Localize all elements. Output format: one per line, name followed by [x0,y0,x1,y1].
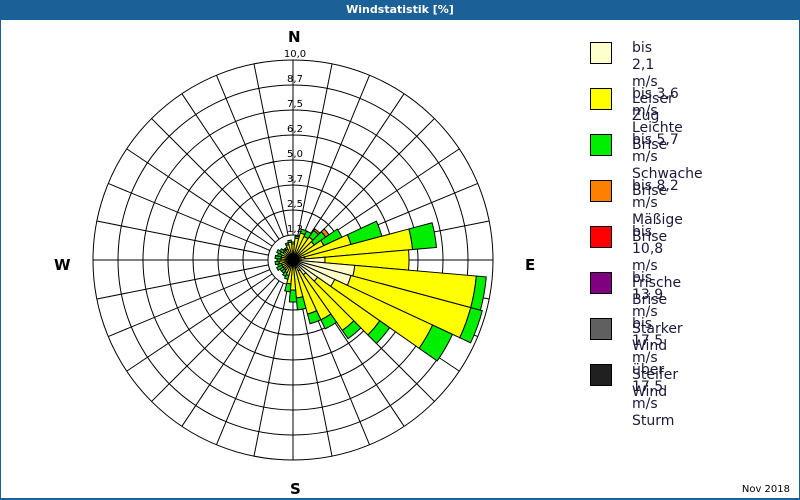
rose-segment [320,313,338,330]
frame-bottom-border [0,498,800,500]
rose-segment [279,247,286,254]
legend-speed: bis 17,5 m/s [632,316,664,366]
legend-speed: bis 10,8 m/s [632,224,664,274]
rose-segment [274,254,283,260]
svg-text:1,2: 1,2 [287,224,303,235]
svg-text:7,5: 7,5 [287,99,303,110]
svg-text:2,5: 2,5 [287,199,303,210]
legend-swatch [590,180,612,202]
rose-segment [367,320,391,345]
rose-segment [276,248,283,255]
date-label: Nov 2018 [741,484,790,495]
rose-segment [274,260,281,266]
rose-segment [287,239,292,244]
rose-segment [306,310,322,325]
compass-north: N [288,28,301,46]
svg-text:6,2: 6,2 [287,124,303,135]
legend-label: Frische Brise [632,275,682,308]
legend-label: Sturm [632,413,675,429]
rose-segment [288,289,298,303]
legend-swatch [590,42,612,64]
legend-swatch [590,226,612,248]
svg-text:5,0: 5,0 [287,149,303,160]
legend-label: Schwache Brise [632,166,703,199]
legend-label: Starker Wind [632,321,683,354]
rose-segment [341,320,362,340]
legend-speed: über 17,5 m/s [632,362,665,412]
center-hub [288,255,298,265]
compass-south: S [290,480,301,498]
legend-swatch [590,134,612,156]
legend-label: Steifer Wind [632,367,679,400]
legend-swatch [590,318,612,340]
legend-label: Leichte Brise [632,120,683,153]
wind-rose-bars [274,220,487,362]
legend-swatch [590,364,612,386]
legend-speed: bis 13,9 m/s [632,270,664,320]
rose-segment [284,282,292,293]
rose-segment [276,264,284,272]
svg-text:10,0: 10,0 [284,49,306,60]
legend-swatch [590,272,612,294]
legend-speed: bis 5,7 m/s [632,132,679,165]
polar-grid [92,59,494,461]
chart-title: Windstatistik [%] [0,0,800,20]
rose-segment [283,273,290,280]
svg-text:3,7: 3,7 [287,174,303,185]
legend-swatch [590,88,612,110]
legend-speed: bis 3,6 m/s [632,86,679,119]
compass-west: W [54,256,71,274]
svg-text:8,7: 8,7 [287,74,303,85]
legend-speed: bis 2,1 m/s [632,40,658,90]
rose-segment [459,307,483,344]
radial-tick-labels: 1,2 2,5 3,7 5,0 6,2 7,5 8,7 10,0 [284,49,306,235]
rose-segment [408,222,437,251]
compass-east: E [525,256,536,274]
legend-label: Mäßige Brise [632,212,683,245]
legend-label: Leiser Zug [632,91,674,124]
rose-segment [281,270,288,277]
rose-segment [418,324,454,362]
legend-speed: bis 8,2 m/s [632,178,679,211]
rose-segment [295,296,307,311]
